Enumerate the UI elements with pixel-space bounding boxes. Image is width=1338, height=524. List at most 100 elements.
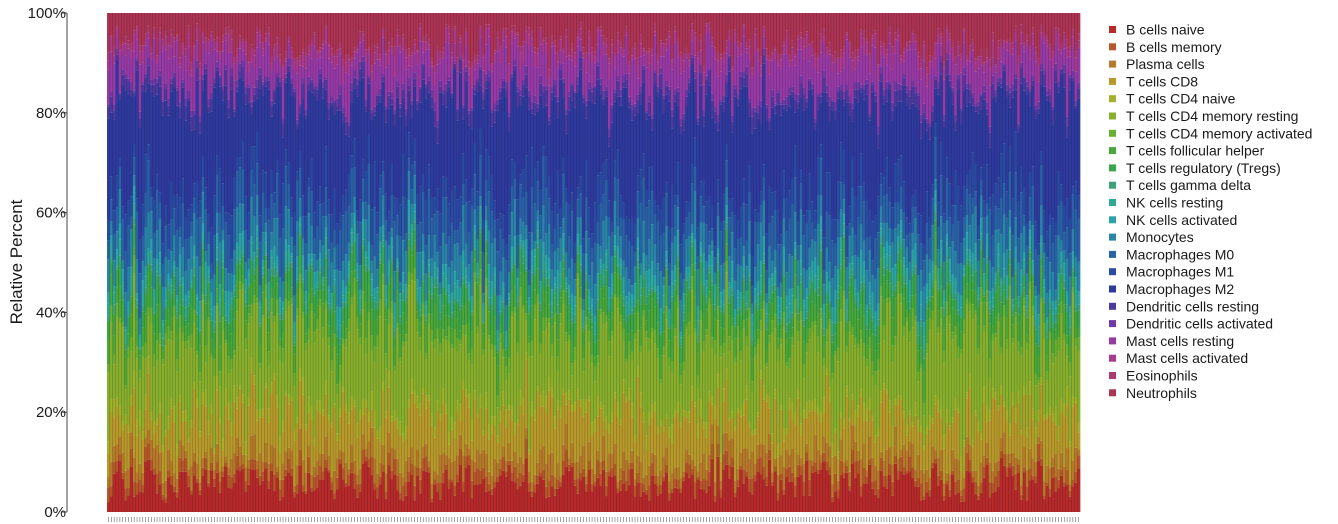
bar-segment	[241, 39, 245, 42]
bar-segment	[699, 242, 703, 249]
bar-segment	[224, 27, 228, 34]
bar-segment	[484, 241, 488, 254]
bar-segment	[659, 271, 663, 309]
bar-segment	[115, 36, 119, 49]
bar-segment	[547, 198, 551, 224]
bar-segment	[524, 13, 529, 27]
bar-segment	[639, 304, 643, 328]
bar-segment	[627, 484, 632, 512]
bar-segment	[135, 494, 139, 512]
bar-segment	[687, 422, 692, 455]
bar-segment	[347, 412, 351, 424]
bar-segment	[364, 257, 368, 266]
bar-segment	[161, 115, 165, 244]
bar-segment	[562, 63, 566, 79]
bar-segment	[584, 52, 589, 59]
bar-segment	[124, 344, 128, 350]
bar-segment	[378, 299, 383, 317]
bar-segment	[172, 195, 177, 209]
bar-segment	[679, 337, 683, 345]
bar-segment	[158, 263, 162, 276]
bar-segment	[124, 356, 128, 386]
bar-segment	[247, 313, 251, 324]
bar-segment	[556, 370, 560, 401]
bar-segment	[272, 322, 277, 374]
bar-segment	[539, 95, 543, 191]
bar-segment	[281, 124, 285, 138]
bar-segment	[161, 101, 165, 116]
bar-segment	[127, 225, 131, 268]
bar-segment	[550, 269, 554, 290]
bar-segment	[181, 203, 185, 248]
bar-segment	[284, 469, 288, 476]
bar-segment	[559, 13, 563, 37]
bar-segment	[424, 443, 428, 457]
bar-segment	[187, 441, 191, 470]
bar-segment	[112, 104, 116, 111]
bar-segment	[541, 445, 546, 470]
bar-segment	[550, 356, 554, 387]
bar-segment	[198, 63, 202, 70]
bar-segment	[450, 479, 454, 483]
bar-segment	[353, 70, 357, 78]
bar-segment	[221, 41, 225, 52]
bar-segment	[310, 303, 314, 312]
bar-segment	[556, 13, 560, 52]
bar-segment	[464, 335, 468, 390]
bar-segment	[642, 153, 646, 179]
bar-segment	[536, 268, 540, 295]
bar-segment	[404, 126, 408, 199]
bar-segment	[665, 13, 669, 40]
bar-segment	[536, 103, 540, 108]
bar-segment	[438, 312, 443, 320]
bar-segment	[547, 124, 551, 177]
bar-segment	[355, 96, 360, 211]
bar-segment	[410, 280, 414, 380]
sample-bar	[707, 13, 712, 512]
bar-segment	[444, 469, 448, 512]
bar-segment	[224, 405, 228, 457]
bar-segment	[310, 419, 314, 475]
bar-segment	[404, 233, 408, 252]
bar-segment	[333, 56, 337, 69]
bar-segment	[192, 46, 197, 58]
bar-segment	[484, 476, 488, 492]
bar-segment	[653, 23, 657, 32]
bar-segment	[107, 104, 111, 107]
bar-segment	[353, 278, 357, 295]
bar-segment	[175, 318, 179, 333]
bar-segment	[393, 449, 397, 459]
bar-segment	[624, 333, 629, 359]
bar-segment	[124, 90, 128, 215]
bar-segment	[582, 445, 586, 469]
bar-segment	[307, 254, 311, 261]
bar-segment	[607, 146, 612, 201]
bar-segment	[121, 478, 125, 512]
bar-segment	[218, 284, 222, 300]
bar-segment	[719, 221, 723, 232]
bar-segment	[310, 13, 314, 40]
sample-bar	[456, 13, 460, 512]
bar-segment	[513, 38, 517, 61]
bar-segment	[384, 491, 388, 499]
bar-segment	[653, 289, 657, 292]
bar-segment	[530, 51, 534, 102]
bar-segment	[645, 451, 649, 475]
bar-segment	[147, 38, 151, 59]
bar-segment	[164, 83, 168, 89]
bar-segment	[147, 83, 151, 145]
bar-segment	[427, 13, 431, 40]
bar-segment	[407, 200, 411, 217]
bar-segment	[141, 311, 145, 328]
sample-bar	[716, 13, 720, 512]
bar-segment	[544, 285, 549, 293]
bar-segment	[270, 105, 274, 117]
bar-segment	[210, 13, 214, 32]
bar-segment	[427, 395, 431, 401]
bar-segment	[647, 167, 652, 201]
bar-segment	[493, 287, 497, 295]
bar-segment	[161, 338, 165, 346]
bar-segment	[433, 101, 437, 111]
bar-segment	[381, 225, 385, 236]
